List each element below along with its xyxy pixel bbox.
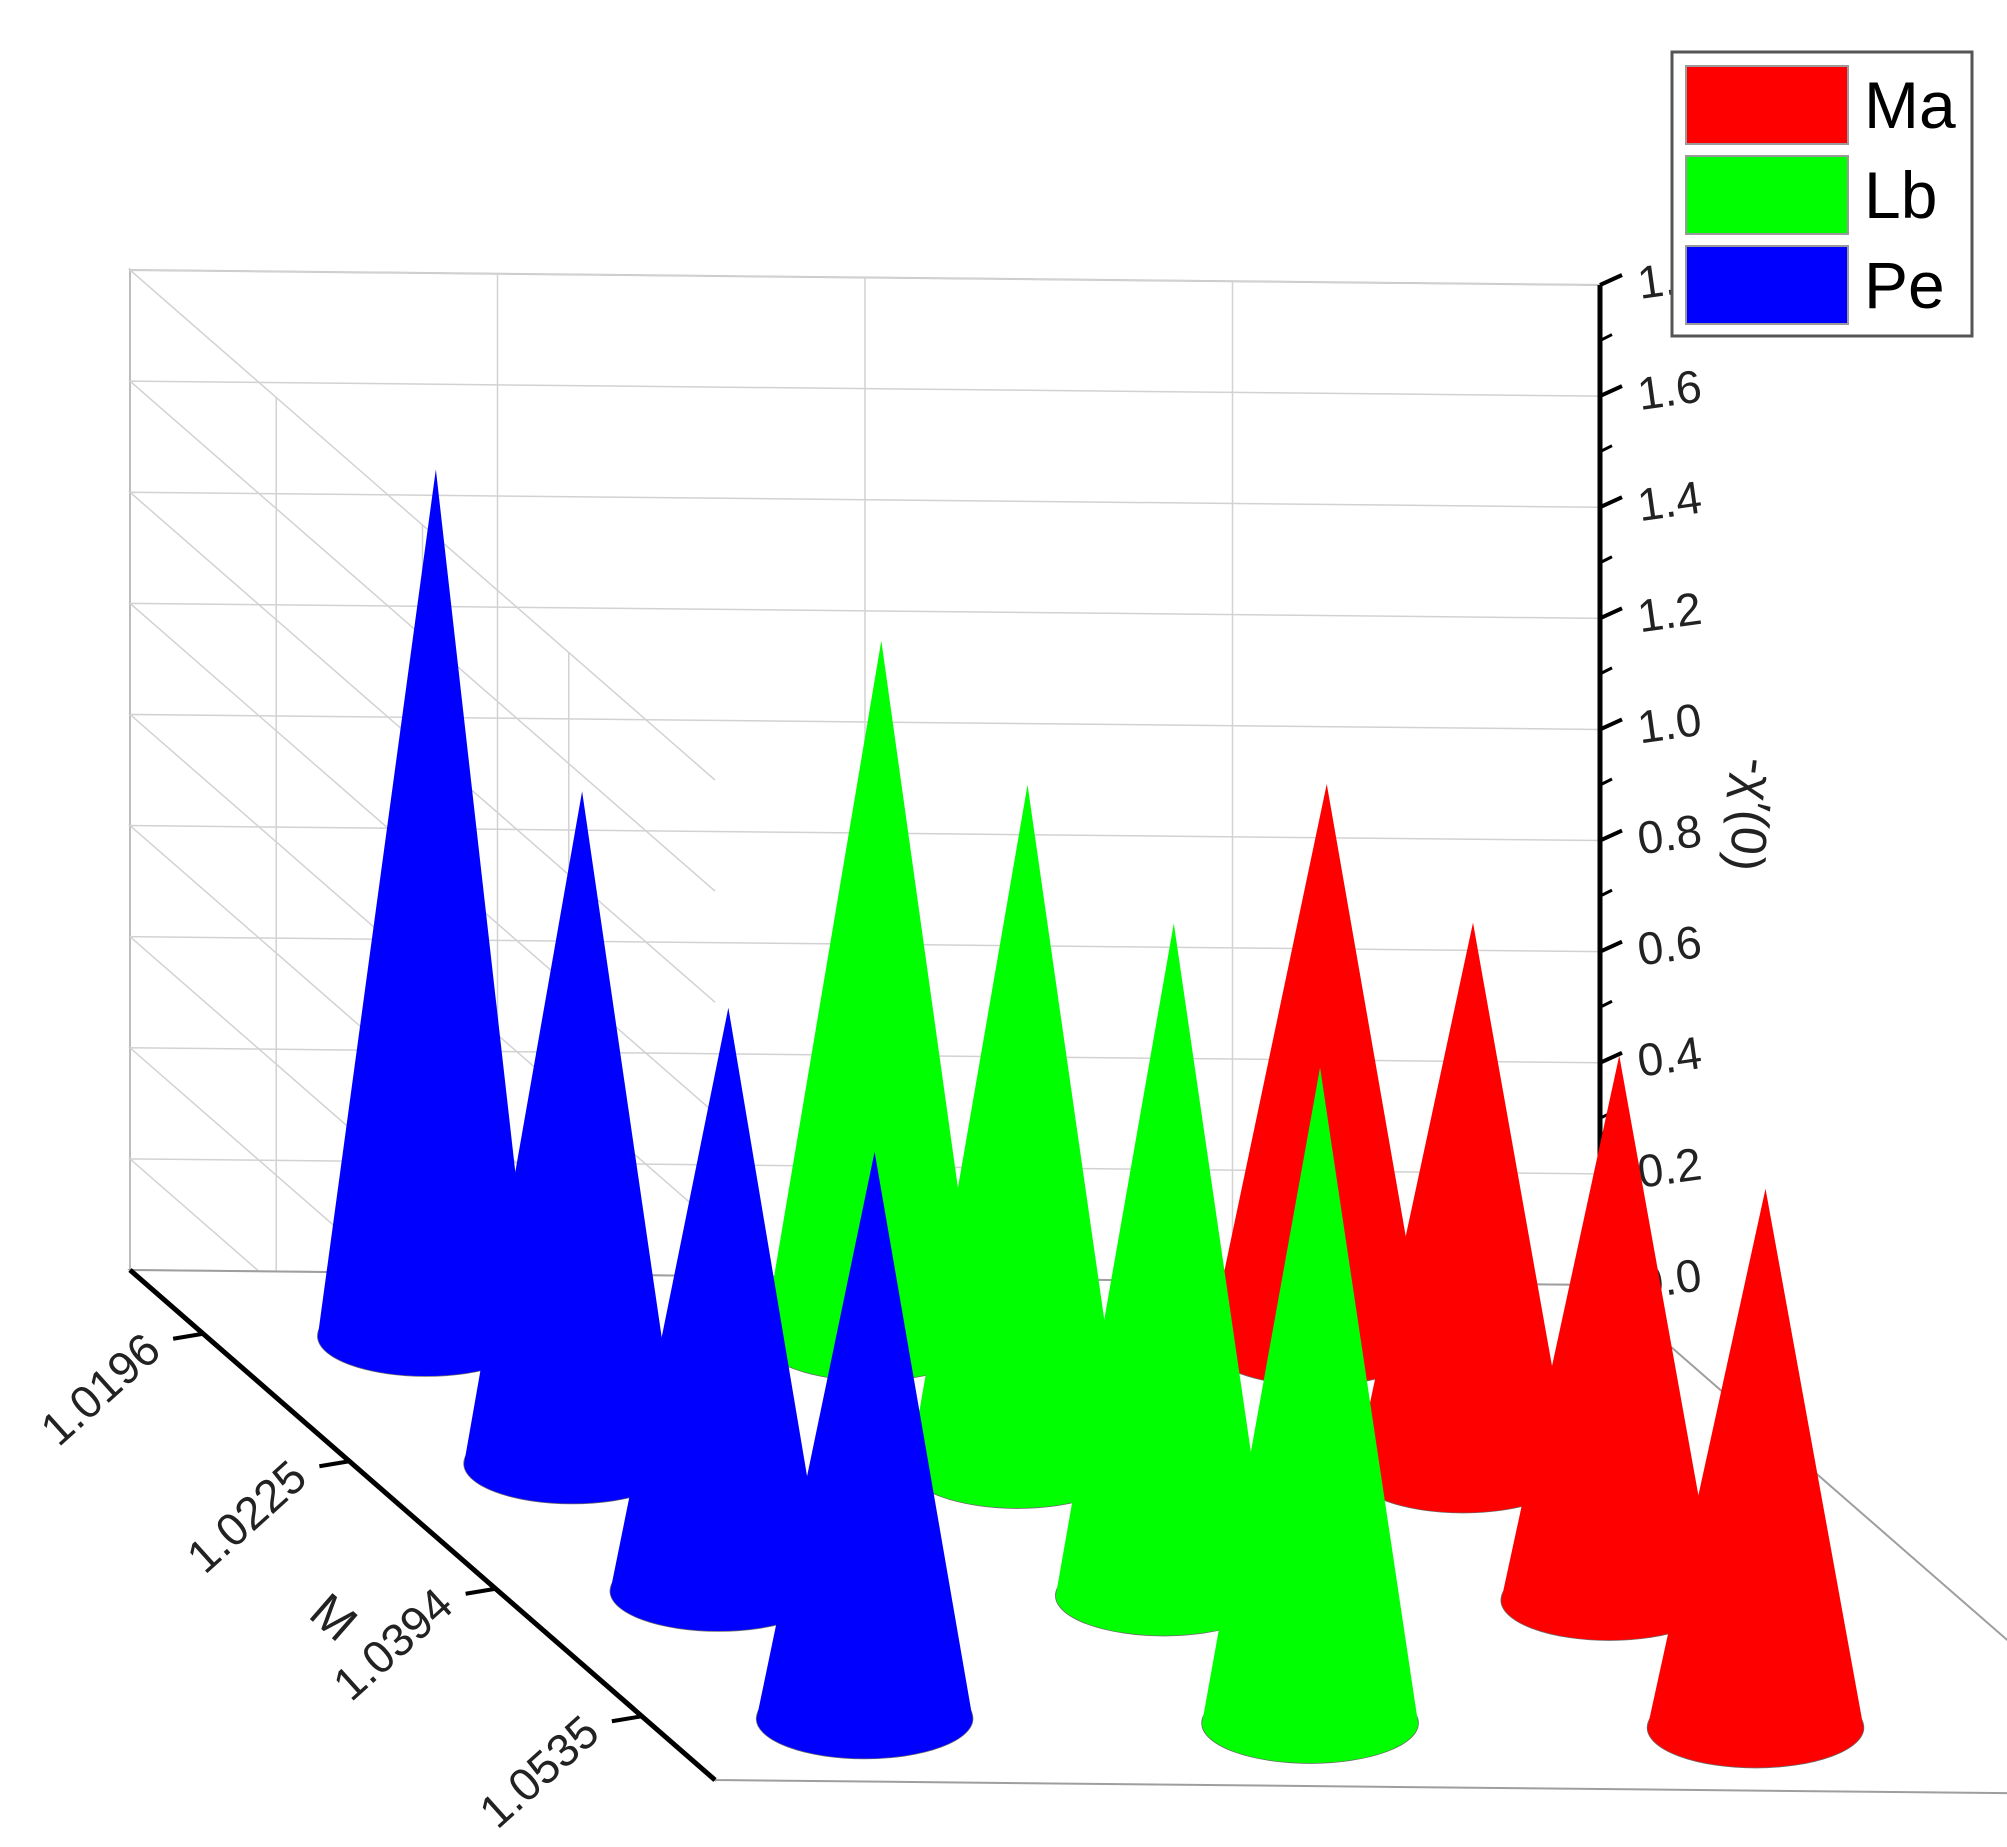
- z-minor-tick: [1599, 777, 1613, 787]
- x-tick: [465, 1586, 496, 1596]
- cone-ma-4: [1646, 1188, 1865, 1769]
- z-minor-tick: [1599, 333, 1613, 342]
- z-tick-label: 0.8: [1634, 804, 1705, 864]
- z-tick-label: 1.0: [1634, 693, 1705, 753]
- cone-pe-1: [317, 469, 535, 1377]
- z-tick: [1599, 717, 1623, 732]
- z-minor-tick: [1599, 555, 1613, 565]
- legend-swatch-pe: [1685, 245, 1849, 325]
- x-tick-label: 1.0535: [469, 1705, 608, 1838]
- cone-body: [1202, 1067, 1419, 1764]
- grid-line-z: [127, 713, 1601, 1226]
- legend-swatch-ma: [1685, 65, 1849, 145]
- z-tick-label: 0.6: [1634, 915, 1705, 975]
- cone-lb-2: [908, 784, 1127, 1509]
- z-tick: [1599, 273, 1623, 287]
- cone-body: [464, 791, 681, 1504]
- z-tick-label: 1.4: [1634, 471, 1705, 531]
- z-axis-title: -χ′(0): [1717, 755, 1786, 874]
- cone-pe-4: [755, 1151, 974, 1760]
- x-tick-label: 1.0225: [177, 1450, 316, 1583]
- z-minor-tick: [1599, 666, 1613, 676]
- legend-label-lb: Lb: [1864, 158, 1937, 232]
- cone-body: [610, 1007, 827, 1632]
- grid-line-z: [127, 491, 1601, 1003]
- legend: Ma Lb Pe: [1670, 50, 1974, 338]
- z-minor-tick: [1599, 999, 1613, 1009]
- cone-body: [756, 1151, 973, 1759]
- x-tick: [611, 1714, 643, 1724]
- grid-line-z: [127, 380, 1601, 892]
- x-tick: [172, 1331, 204, 1341]
- z-tick-label: 1.6: [1634, 360, 1705, 420]
- cone-body: [909, 784, 1126, 1509]
- cone-body: [1055, 923, 1272, 1636]
- grid-line-z: [127, 602, 1601, 1114]
- z-tick: [1599, 828, 1623, 843]
- z-tick: [1599, 606, 1623, 621]
- x-tick-label: 1.0196: [30, 1323, 169, 1456]
- chart-cones: [317, 469, 1865, 1769]
- z-axis: 0.00.20.40.60.81.01.21.41.61.8: [1597, 249, 1705, 1309]
- z-tick-label: 0.4: [1634, 1026, 1705, 1086]
- x-axis-line: [128, 1268, 717, 1782]
- z-tick-label: 1.2: [1634, 582, 1705, 642]
- z-minor-tick: [1599, 888, 1613, 898]
- z-minor-tick: [1599, 444, 1613, 454]
- z-tick: [1599, 384, 1623, 398]
- z-tick: [1599, 1050, 1623, 1065]
- cone-ma-3: [1500, 1055, 1719, 1641]
- cone-body: [763, 640, 980, 1381]
- x-tick: [319, 1459, 350, 1469]
- cone-body: [1647, 1188, 1864, 1768]
- grid-line-z: [127, 269, 1601, 781]
- z-tick-label: 0.2: [1634, 1137, 1705, 1197]
- legend-label-ma: Ma: [1864, 68, 1956, 142]
- cone-body: [1355, 922, 1572, 1513]
- legend-label-pe: Pe: [1864, 248, 1945, 322]
- legend-swatch-lb: [1685, 155, 1849, 235]
- cone-pe-2: [463, 791, 681, 1505]
- cone-body: [1208, 784, 1425, 1386]
- z-tick: [1599, 939, 1623, 954]
- cone-body: [1501, 1055, 1718, 1641]
- z-tick: [1599, 495, 1623, 510]
- cone-lb-4: [1201, 1067, 1419, 1764]
- cone-body: [317, 469, 534, 1377]
